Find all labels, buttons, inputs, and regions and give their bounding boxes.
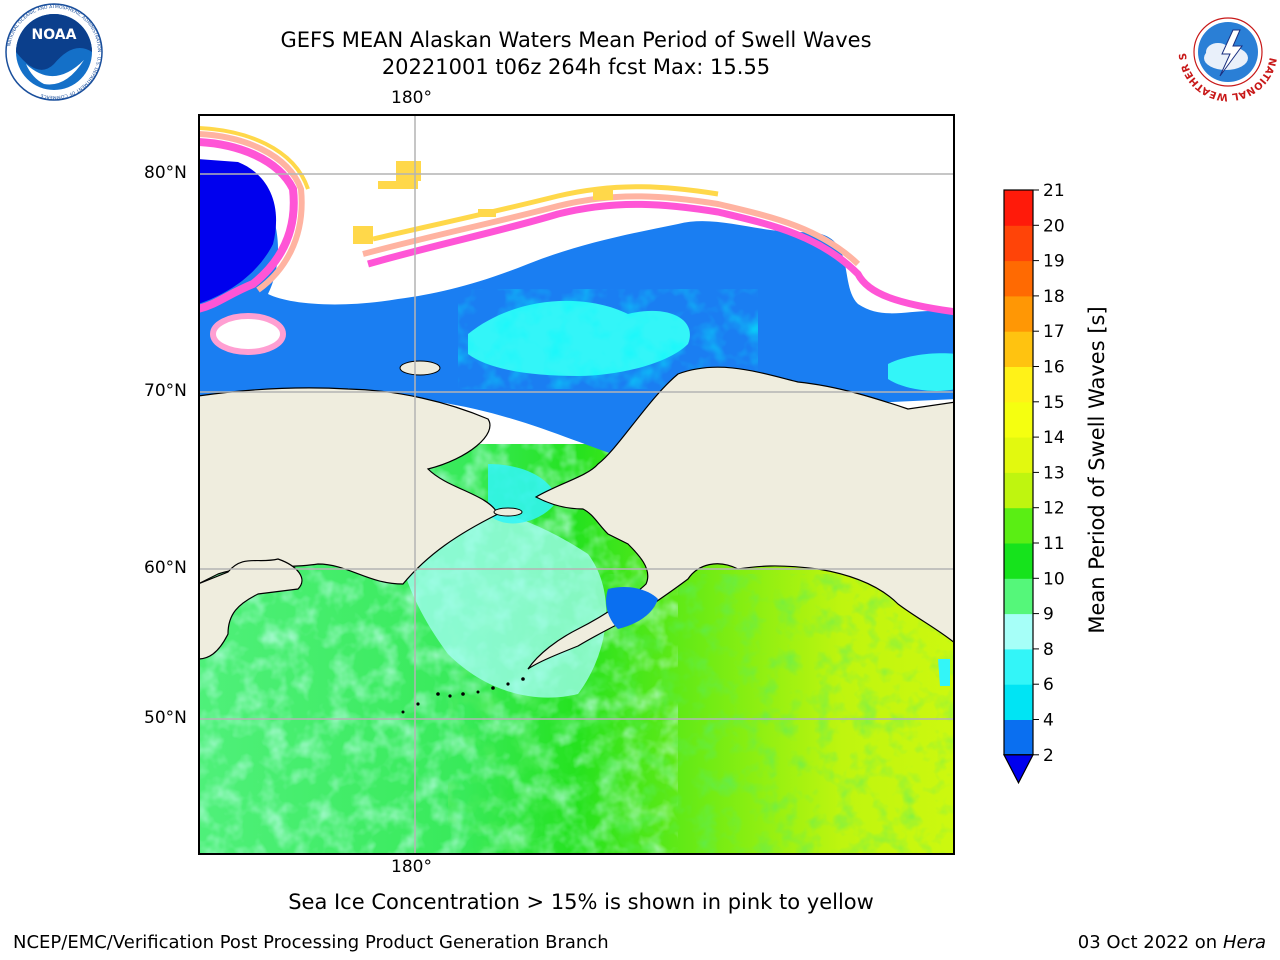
colorbar-tick-label: 17 — [1043, 322, 1065, 342]
lon-label-top: 180° — [391, 88, 432, 108]
colorbar-swatch — [1004, 578, 1033, 615]
beaufort-cyan-patch — [888, 353, 954, 391]
colorbar-tick-label: 4 — [1043, 711, 1054, 731]
colorbar-tick-label: 14 — [1043, 428, 1065, 448]
colorbar-swatch — [1004, 719, 1033, 756]
ice-fleck — [353, 226, 373, 244]
colorbar-swatch — [1004, 648, 1033, 685]
noaa-logo: NOAA NATIONAL OCEANIC AND ATMOSPHERIC AD… — [5, 3, 103, 101]
footer-date: 03 Oct 2022 on Hera — [1078, 932, 1266, 953]
st-lawrence-island — [493, 507, 523, 517]
colorbar-swatch — [1004, 543, 1033, 579]
colorbar-swatch — [1004, 225, 1033, 262]
ice-edge-pink-2 — [367, 200, 954, 316]
colorbar-tick-label: 6 — [1043, 675, 1054, 695]
chart-subtitle: 20221001 t06z 264h fcst Max: 15.55 — [381, 55, 771, 79]
ice-fleck — [378, 181, 418, 189]
colorbar-tick-label: 12 — [1043, 499, 1065, 519]
chart-title: GEFS MEAN Alaskan Waters Mean Period of … — [280, 28, 872, 52]
lat-label-50: 50°N — [144, 708, 187, 728]
colorbar-swatch — [1004, 472, 1033, 509]
lat-label-60: 60°N — [144, 558, 187, 578]
lon-label-bottom: 180° — [391, 857, 432, 877]
colorbar-tick-label: 15 — [1043, 393, 1065, 413]
aleutian-islands — [401, 677, 525, 714]
ice-edge-yellow-2 — [372, 184, 719, 242]
footer-machine: Hera — [1222, 932, 1266, 953]
noaa-logo-text: NOAA — [32, 27, 77, 43]
colorbar-tick-label: 19 — [1043, 252, 1065, 272]
colorbar-swatch — [1004, 190, 1033, 226]
ice-edge-yellow — [199, 126, 310, 190]
ice-fleck — [593, 190, 613, 200]
colorbar-tick-label: 2 — [1043, 746, 1054, 766]
se-alaska-fringe — [938, 659, 950, 686]
colorbar-tick-label: 21 — [1043, 181, 1065, 201]
colorbar-swatch — [1004, 401, 1033, 438]
colorbar-swatch — [1004, 684, 1033, 720]
colorbar-swatch — [1004, 366, 1033, 403]
bristol-bay-short-period — [606, 587, 658, 629]
arctic-short-period — [199, 159, 277, 304]
colorbar-tick-label: 13 — [1043, 463, 1065, 483]
colorbar-under-extension — [1003, 754, 1034, 785]
colorbar-tick-label: 9 — [1043, 605, 1054, 625]
colorbar-swatch — [1004, 613, 1033, 650]
colorbar: 2 4 6 8 9 10 11 12 13 14 15 16 17 18 19 20 21 — [1003, 181, 1065, 785]
ice-fleck — [478, 209, 496, 217]
ice-pocket — [210, 313, 286, 355]
ice-edge-pink — [199, 138, 298, 313]
ice-edge-peach-2 — [362, 193, 861, 267]
colorbar-swatch — [1004, 331, 1033, 367]
alaska-land — [527, 366, 954, 670]
colorbar-swatch — [1004, 260, 1033, 297]
colorbar-tick-label: 10 — [1043, 569, 1065, 589]
colorbar-swatch — [1004, 437, 1033, 473]
lat-label-80: 80°N — [144, 163, 187, 183]
ice-fleck — [396, 161, 421, 181]
ice-edge-peach — [199, 131, 305, 293]
gridlines — [199, 115, 954, 854]
footer-date-text: 03 Oct 2022 on — [1077, 932, 1223, 953]
colorbar-swatch — [1004, 507, 1033, 544]
footer-org: NCEP/EMC/Verification Post Processing Pr… — [13, 932, 609, 953]
nws-logo: NATIONAL WEATHER SERVICE — [1178, 2, 1278, 102]
map-frame — [198, 114, 955, 855]
russia-far-east-land — [199, 558, 303, 660]
wrangel-island — [399, 360, 441, 376]
caption: Sea Ice Concentration > 15% is shown in … — [288, 890, 874, 914]
lat-label-70: 70°N — [144, 381, 187, 401]
colorbar-tick-label: 18 — [1043, 287, 1065, 307]
colorbar-tick-label: 20 — [1043, 216, 1065, 236]
colorbar-title: Mean Period of Swell Waves [s] — [1085, 306, 1109, 634]
chukotka-land — [199, 387, 499, 585]
map — [198, 114, 955, 855]
colorbar-tick-label: 16 — [1043, 358, 1065, 378]
colorbar-tick-label: 8 — [1043, 640, 1054, 660]
colorbar-swatch — [1004, 295, 1033, 332]
colorbar-tick-label: 11 — [1043, 534, 1065, 554]
